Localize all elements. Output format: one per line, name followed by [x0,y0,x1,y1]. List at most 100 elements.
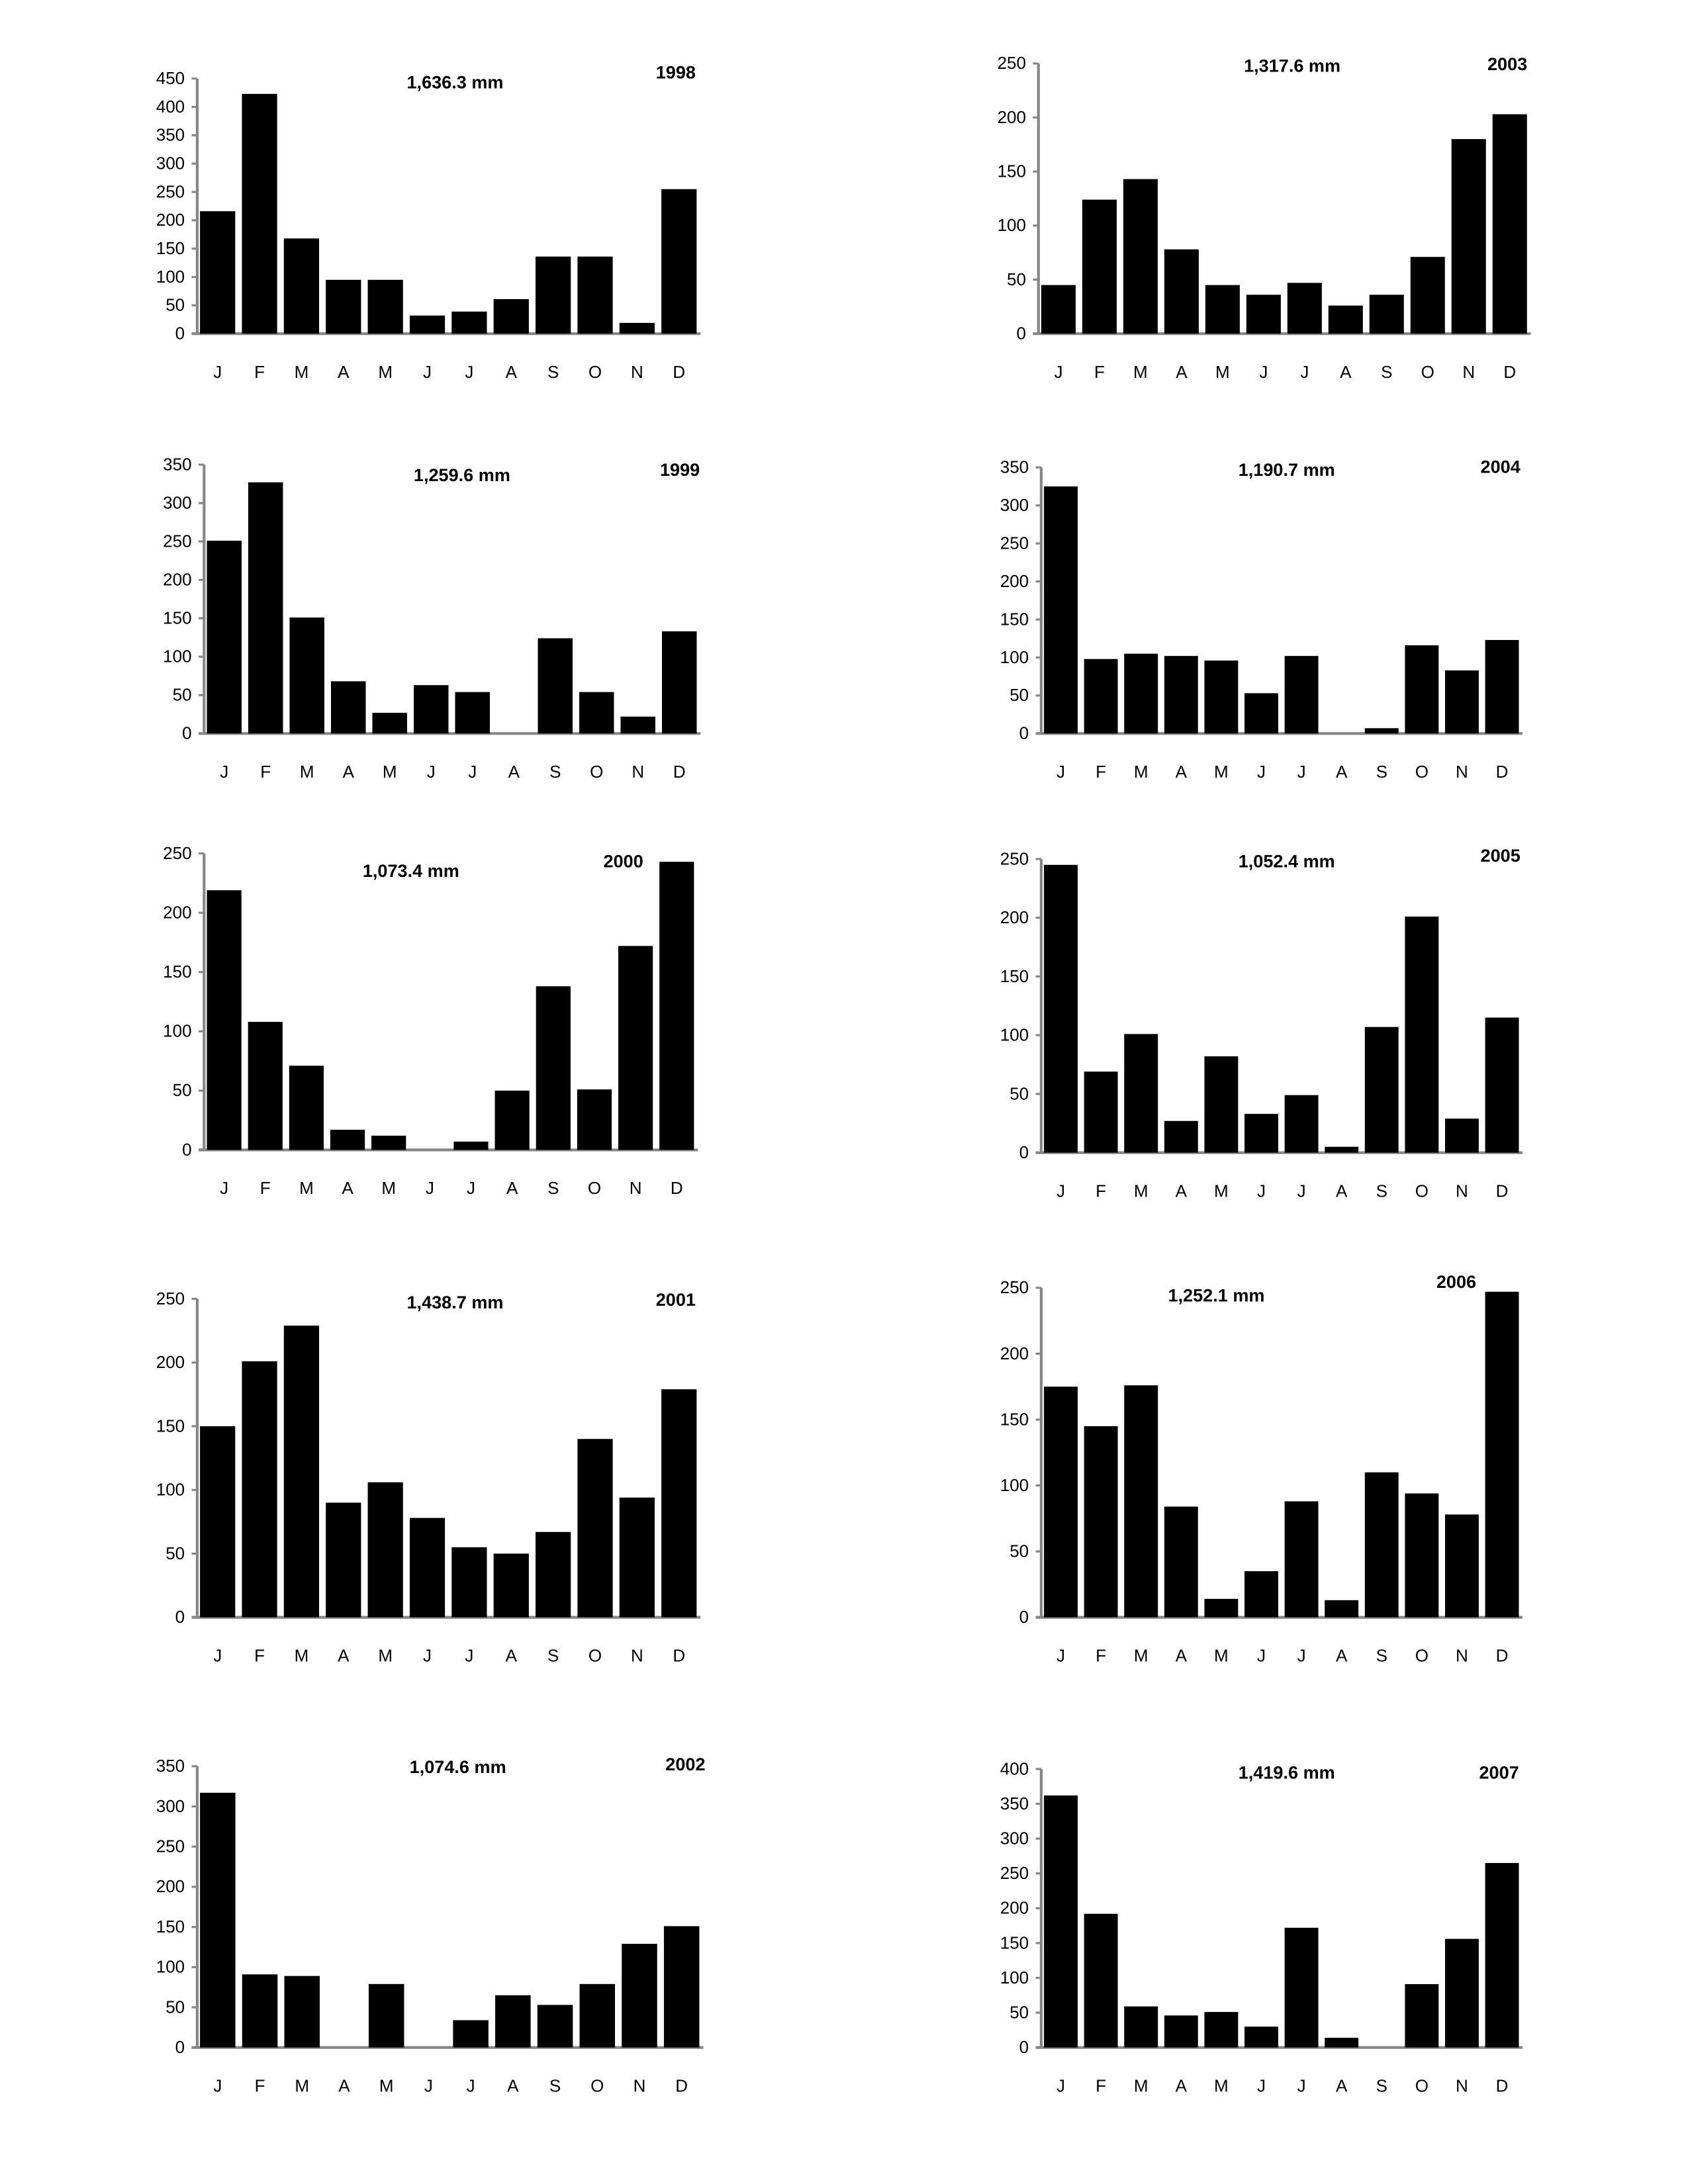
y-tick-label: 300 [163,492,191,512]
bar [455,692,490,734]
x-tick-label: D [673,762,686,782]
y-tick-label: 100 [998,215,1026,235]
bar [622,1944,657,2048]
x-tick-label: N [1456,1181,1468,1201]
y-tick-label: 100 [1000,647,1029,667]
x-tick-label: J [1297,1645,1306,1665]
bar [536,986,571,1150]
bar [1124,1034,1158,1153]
bar [453,2020,489,2048]
y-tick-label: 350 [1000,1794,1029,1813]
bar [372,712,407,734]
bar [453,1141,489,1150]
bar [493,1553,529,1617]
bar [1364,1472,1399,1617]
bar [1410,257,1445,334]
annual-total-label: 1,190.7 mm [1239,459,1335,480]
y-tick-label: 150 [156,1917,185,1936]
x-tick-label: J [213,362,222,382]
x-tick-label: J [1297,1181,1306,1201]
annual-total-label: 1,052.4 mm [1239,850,1335,871]
y-tick-label: 0 [175,324,185,343]
y-tick-label: 300 [156,1796,185,1816]
y-tick-label: 400 [1000,1758,1029,1778]
x-tick-label: F [1094,362,1105,382]
x-tick-label: J [468,762,477,782]
x-tick-label: M [1134,1181,1149,1201]
x-tick-label: D [1496,1645,1509,1665]
x-tick-label: J [1056,1645,1065,1665]
bar [1244,693,1278,734]
x-tick-label: A [506,1178,518,1198]
bar [248,1022,283,1150]
x-tick-label: N [1456,2075,1468,2095]
x-tick-label: A [1336,2075,1348,2095]
y-tick-label: 250 [156,181,185,201]
bar [1084,659,1118,734]
bar [493,298,529,334]
bar [1124,2006,1158,2048]
bar [1123,179,1158,334]
x-tick-label: J [213,1645,222,1665]
y-tick-label: 50 [1009,1541,1029,1561]
x-tick-label: S [549,2075,561,2095]
y-tick-label: 200 [163,903,191,923]
bar [661,1389,697,1617]
x-tick-label: N [1456,762,1468,782]
x-tick-label: O [588,1178,601,1198]
x-tick-label: J [1257,1181,1266,1201]
x-tick-label: M [1134,2075,1149,2095]
x-tick-label: M [1134,762,1149,782]
bar [1244,2026,1278,2048]
x-tick-label: A [1340,362,1352,382]
x-tick-label: J [1257,2075,1266,2095]
x-tick-label: F [1096,1645,1106,1665]
x-tick-label: D [671,1178,683,1198]
x-tick-label: S [1381,362,1392,382]
bar [1287,283,1322,334]
y-tick-label: 50 [173,1080,192,1100]
bar [1405,645,1439,734]
bar [409,315,445,334]
bar [1204,1598,1239,1617]
y-tick-label: 0 [182,723,191,743]
bar [1124,653,1158,734]
x-tick-label: A [338,1645,350,1665]
y-tick-label: 0 [175,1607,185,1627]
x-tick-label: F [255,2075,265,2095]
y-tick-label: 200 [156,1352,185,1372]
y-tick-label: 150 [156,1416,185,1435]
x-tick-label: J [220,1178,228,1198]
x-tick-label: J [467,2075,475,2095]
year-label: 2003 [1487,54,1527,74]
year-label: 2002 [665,1754,705,1774]
year-label: 1999 [660,459,700,480]
bar [577,256,613,334]
bar [1124,1385,1158,1617]
y-tick-label: 250 [1000,533,1029,553]
x-tick-label: J [424,2075,433,2095]
x-tick-label: F [254,362,265,382]
y-tick-label: 250 [1000,848,1029,868]
x-tick-label: D [675,2075,688,2095]
y-tick-label: 0 [1019,2037,1029,2057]
bar [1485,1017,1519,1153]
year-label: 2007 [1479,1762,1519,1783]
x-tick-label: A [507,2075,519,2095]
bar [326,1502,361,1617]
annual-total-label: 1,073.4 mm [363,860,459,881]
bar [577,1439,613,1617]
x-tick-label: N [631,1645,643,1665]
bar [1084,1426,1118,1617]
y-tick-label: 100 [163,1021,191,1041]
y-tick-label: 50 [165,1997,185,2017]
annual-total-label: 1,419.6 mm [1239,1762,1335,1783]
bar [207,890,242,1150]
x-tick-label: F [1096,1181,1106,1201]
annual-total-label: 1,259.6 mm [414,465,510,485]
year-label: 2001 [656,1289,696,1310]
y-tick-label: 200 [998,107,1026,127]
y-tick-label: 150 [1000,1409,1029,1429]
bar [451,1547,487,1617]
y-tick-label: 0 [182,1140,191,1160]
